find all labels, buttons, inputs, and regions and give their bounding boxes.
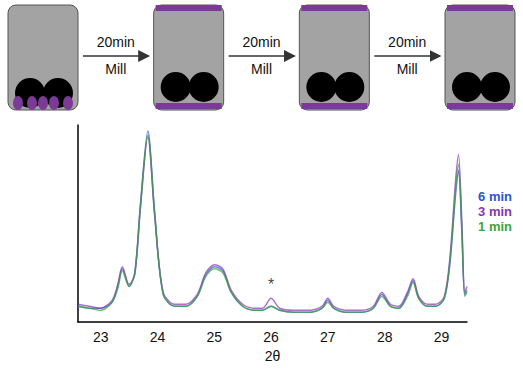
svg-text:23: 23 (93, 329, 109, 345)
svg-text:29: 29 (434, 329, 450, 345)
svg-text:2θ: 2θ (265, 348, 281, 364)
svg-text:27: 27 (320, 329, 336, 345)
svg-text:25: 25 (207, 329, 223, 345)
svg-text:20min: 20min (242, 34, 280, 50)
svg-text:Mill: Mill (397, 61, 418, 77)
svg-text:3 min: 3 min (478, 204, 512, 219)
svg-text:Mill: Mill (105, 61, 126, 77)
svg-text:Mill: Mill (251, 61, 272, 77)
svg-text:24: 24 (150, 329, 166, 345)
svg-text:20min: 20min (388, 34, 426, 50)
svg-text:20min: 20min (97, 34, 135, 50)
svg-text:*: * (268, 276, 274, 293)
svg-text:28: 28 (377, 329, 393, 345)
svg-text:1 min: 1 min (478, 219, 512, 234)
svg-text:6 min: 6 min (478, 189, 512, 204)
svg-text:26: 26 (263, 329, 279, 345)
